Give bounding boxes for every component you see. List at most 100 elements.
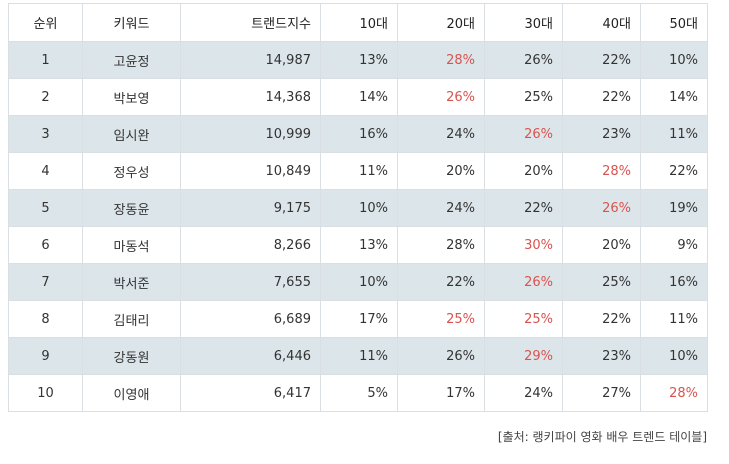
header-rank: 순위 [8, 3, 83, 42]
cell-trend-index: 10,999 [180, 115, 321, 153]
cell-age-40s: 23% [562, 337, 641, 375]
cell-age-20s: 25% [397, 300, 485, 338]
cell-age-20s: 22% [397, 263, 485, 301]
cell-rank: 3 [8, 115, 83, 153]
cell-age-20s: 24% [397, 189, 485, 227]
cell-age-40s: 23% [562, 115, 641, 153]
cell-age-20s: 26% [397, 337, 485, 375]
header-row: 순위 키워드 트랜드지수 10대 20대 30대 40대 50대 [8, 3, 708, 42]
actor-trend-table: 순위 키워드 트랜드지수 10대 20대 30대 40대 50대 1 고윤정 14,… [8, 3, 708, 412]
cell-age-10s: 10% [320, 189, 398, 227]
table-row: 2 박보영 14,368 14% 26% 25% 22% 14% [8, 78, 708, 116]
cell-age-10s: 10% [320, 263, 398, 301]
source-caption: [출처: 랭키파이 영화 배우 트렌드 테이블] [497, 430, 707, 444]
table-row: 1 고윤정 14,987 13% 28% 26% 22% 10% [8, 41, 708, 79]
cell-rank: 7 [8, 263, 83, 301]
cell-keyword: 고윤정 [82, 41, 181, 79]
cell-age-10s: 11% [320, 152, 398, 190]
cell-rank: 10 [8, 374, 83, 412]
cell-rank: 4 [8, 152, 83, 190]
cell-age-30s: 25% [484, 300, 563, 338]
cell-age-50s: 10% [640, 337, 708, 375]
cell-rank: 5 [8, 189, 83, 227]
cell-age-10s: 16% [320, 115, 398, 153]
cell-age-30s: 26% [484, 41, 563, 79]
cell-trend-index: 9,175 [180, 189, 321, 227]
cell-age-50s: 14% [640, 78, 708, 116]
header-age-10s: 10대 [320, 3, 398, 42]
cell-age-40s: 22% [562, 78, 641, 116]
cell-age-20s: 26% [397, 78, 485, 116]
cell-age-30s: 29% [484, 337, 563, 375]
cell-age-40s: 20% [562, 226, 641, 264]
table-header: 순위 키워드 트랜드지수 10대 20대 30대 40대 50대 [8, 3, 708, 42]
cell-age-20s: 24% [397, 115, 485, 153]
cell-rank: 9 [8, 337, 83, 375]
cell-keyword: 박보영 [82, 78, 181, 116]
cell-age-50s: 19% [640, 189, 708, 227]
cell-age-50s: 9% [640, 226, 708, 264]
header-age-50s: 50대 [640, 3, 708, 42]
table-row: 4 정우성 10,849 11% 20% 20% 28% 22% [8, 152, 708, 190]
table-row: 9 강동원 6,446 11% 26% 29% 23% 10% [8, 337, 708, 375]
cell-age-40s: 22% [562, 41, 641, 79]
cell-age-40s: 25% [562, 263, 641, 301]
header-keyword: 키워드 [82, 3, 181, 42]
cell-rank: 2 [8, 78, 83, 116]
cell-age-30s: 26% [484, 263, 563, 301]
table-row: 8 김태리 6,689 17% 25% 25% 22% 11% [8, 300, 708, 338]
cell-trend-index: 6,417 [180, 374, 321, 412]
table-body: 1 고윤정 14,987 13% 28% 26% 22% 10% 2 박보영 14,368 14% 26… [8, 41, 708, 412]
cell-age-30s: 30% [484, 226, 563, 264]
cell-trend-index: 7,655 [180, 263, 321, 301]
cell-keyword: 임시완 [82, 115, 181, 153]
cell-age-20s: 28% [397, 41, 485, 79]
header-trend-index: 트랜드지수 [180, 3, 321, 42]
cell-keyword: 박서준 [82, 263, 181, 301]
cell-rank: 1 [8, 41, 83, 79]
cell-age-20s: 20% [397, 152, 485, 190]
cell-age-10s: 14% [320, 78, 398, 116]
cell-age-50s: 16% [640, 263, 708, 301]
cell-trend-index: 14,368 [180, 78, 321, 116]
table-row: 5 장동윤 9,175 10% 24% 22% 26% 19% [8, 189, 708, 227]
cell-keyword: 정우성 [82, 152, 181, 190]
cell-age-20s: 28% [397, 226, 485, 264]
cell-age-10s: 5% [320, 374, 398, 412]
cell-age-40s: 22% [562, 300, 641, 338]
cell-age-20s: 17% [397, 374, 485, 412]
table-row: 6 마동석 8,266 13% 28% 30% 20% 9% [8, 226, 708, 264]
cell-age-30s: 24% [484, 374, 563, 412]
cell-keyword: 장동윤 [82, 189, 181, 227]
header-age-40s: 40대 [562, 3, 641, 42]
cell-age-50s: 10% [640, 41, 708, 79]
cell-age-50s: 22% [640, 152, 708, 190]
cell-trend-index: 8,266 [180, 226, 321, 264]
cell-age-30s: 26% [484, 115, 563, 153]
cell-age-10s: 13% [320, 226, 398, 264]
cell-age-50s: 11% [640, 115, 708, 153]
cell-age-40s: 28% [562, 152, 641, 190]
cell-age-30s: 25% [484, 78, 563, 116]
cell-trend-index: 6,446 [180, 337, 321, 375]
table-row: 10 이영애 6,417 5% 17% 24% 27% 28% [8, 374, 708, 412]
cell-trend-index: 10,849 [180, 152, 321, 190]
cell-trend-index: 6,689 [180, 300, 321, 338]
cell-age-50s: 28% [640, 374, 708, 412]
cell-keyword: 강동원 [82, 337, 181, 375]
header-age-30s: 30대 [484, 3, 563, 42]
cell-age-10s: 13% [320, 41, 398, 79]
cell-age-10s: 17% [320, 300, 398, 338]
table-row: 7 박서준 7,655 10% 22% 26% 25% 16% [8, 263, 708, 301]
cell-age-40s: 27% [562, 374, 641, 412]
cell-age-30s: 20% [484, 152, 563, 190]
header-age-20s: 20대 [397, 3, 485, 42]
table-row: 3 임시완 10,999 16% 24% 26% 23% 11% [8, 115, 708, 153]
cell-rank: 8 [8, 300, 83, 338]
cell-keyword: 마동석 [82, 226, 181, 264]
cell-keyword: 이영애 [82, 374, 181, 412]
cell-age-10s: 11% [320, 337, 398, 375]
cell-age-40s: 26% [562, 189, 641, 227]
cell-age-30s: 22% [484, 189, 563, 227]
